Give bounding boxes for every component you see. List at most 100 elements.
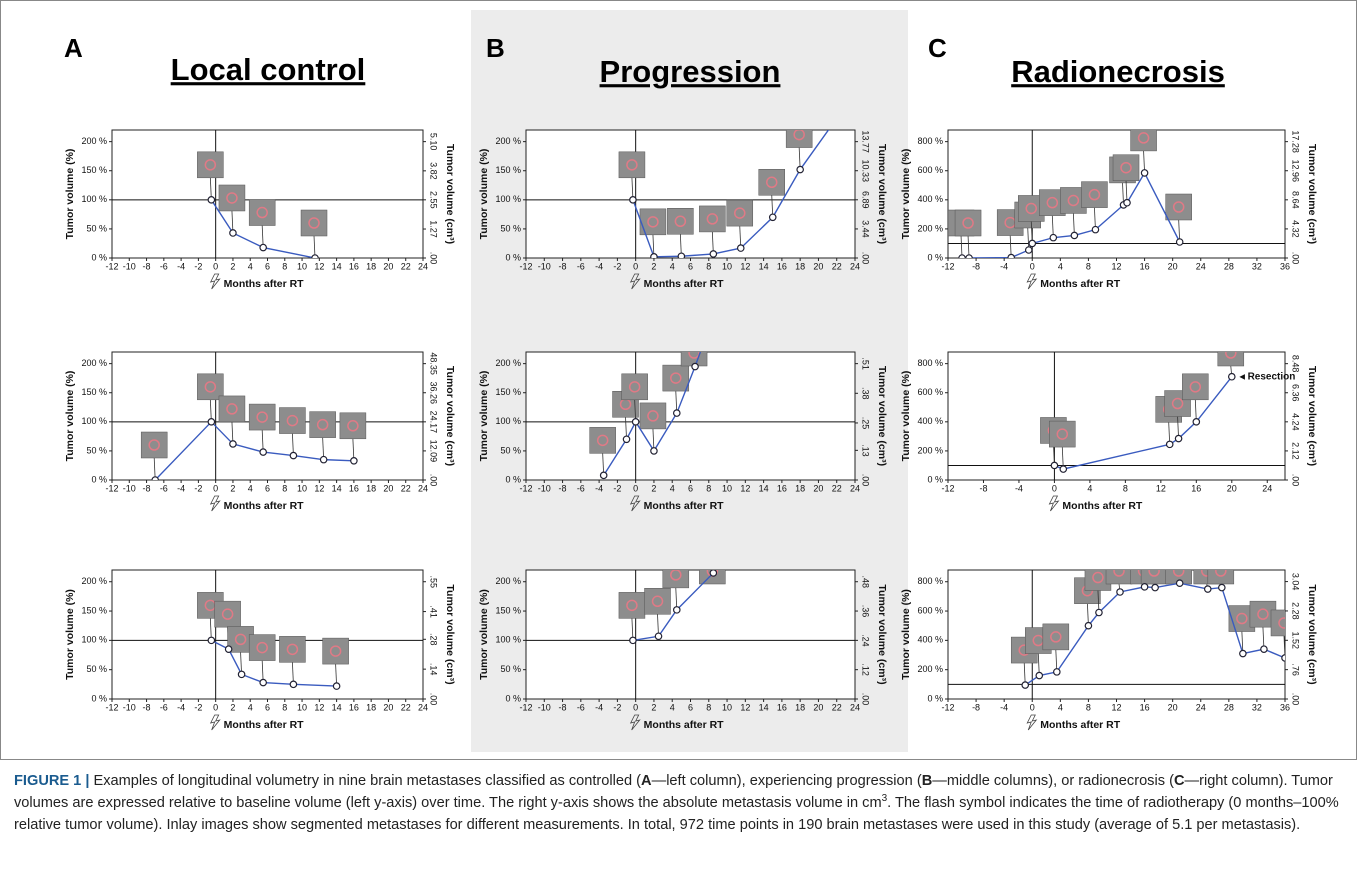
x-tick-label: 12 xyxy=(1111,702,1121,712)
plot xyxy=(112,570,423,699)
y-tick-label: 50 % xyxy=(500,223,521,233)
y-tick-label: 200 % xyxy=(917,223,943,233)
y2-tick-label: .00 xyxy=(429,474,439,487)
data-point xyxy=(1192,418,1201,426)
inlay-lesion xyxy=(234,633,247,646)
x-tick-label: -6 xyxy=(160,702,168,712)
x-tick-label: 28 xyxy=(1224,261,1234,271)
y-tick-label: 200 % xyxy=(495,136,521,146)
x-tick-label: 20 xyxy=(383,261,393,271)
x-tick-label: 4 xyxy=(670,702,675,712)
y-axis-label: Tumor volume (%) xyxy=(64,371,76,462)
x-tick-label: 12 xyxy=(1156,483,1166,493)
y2-tick-label: 13.77 xyxy=(861,130,871,153)
y2-axis-label: Tumor volume (cm³) xyxy=(1306,584,1318,684)
x-tick-label: 12 xyxy=(740,483,750,493)
data-point xyxy=(332,682,341,690)
inlay-lesion xyxy=(647,216,659,228)
data-point xyxy=(1260,645,1268,653)
y2-tick-label: .00 xyxy=(861,252,871,265)
x-tick-label: 8 xyxy=(706,483,711,493)
x-tick-label: 12 xyxy=(740,261,750,271)
inlay-image xyxy=(644,588,671,615)
x-tick-label: 0 xyxy=(1030,261,1035,271)
data-point xyxy=(631,418,640,426)
y-tick-label: 150 % xyxy=(495,605,521,615)
data-line xyxy=(210,199,316,258)
flash-symbol xyxy=(209,714,221,731)
x-tick-label: 4 xyxy=(1058,261,1063,271)
plot-area xyxy=(947,351,1286,481)
y-tick-label: 0 % xyxy=(91,474,107,484)
inlay-image xyxy=(726,199,754,227)
plot-area xyxy=(111,129,424,259)
y2-axis-label: Tumor volume (cm³) xyxy=(444,144,456,244)
inlay-image xyxy=(1081,181,1108,208)
inlay-lesion xyxy=(766,176,778,189)
x-tick-label: 18 xyxy=(366,702,376,712)
x-tick-label: 12 xyxy=(314,261,324,271)
inlay-lesion xyxy=(793,130,805,141)
data-point xyxy=(1165,440,1174,449)
x-tick-label: 4 xyxy=(670,261,675,271)
inlay-lesion xyxy=(1025,202,1037,215)
y-tick-label: 150 % xyxy=(495,165,521,175)
data-point xyxy=(1024,246,1033,254)
x-tick-label: -2 xyxy=(194,483,202,493)
x-tick-label: 16 xyxy=(1140,702,1150,712)
y-axis-label: Tumor volume (%) xyxy=(478,149,490,240)
inlay-lesion xyxy=(626,159,638,171)
inlay-image xyxy=(300,209,328,237)
data-point xyxy=(965,254,973,258)
caption-text: —right column). Tumor volumes are expres… xyxy=(14,773,1333,811)
x-tick-label: 20 xyxy=(813,261,823,271)
x-axis-label: Months after RT xyxy=(1040,278,1121,290)
data-point xyxy=(289,680,298,689)
x-tick-label: 6 xyxy=(265,261,270,271)
data-point xyxy=(650,447,658,455)
y2-tick-label: .55 xyxy=(429,575,439,588)
data-point xyxy=(677,252,686,258)
y2-tick-label: .00 xyxy=(429,693,439,706)
x-axis-label: Months after RT xyxy=(644,719,725,731)
data-point xyxy=(229,440,237,448)
inlay-image xyxy=(279,407,306,434)
inlay-image xyxy=(218,184,246,212)
x-tick-label: -10 xyxy=(538,261,551,271)
inlay-lesion xyxy=(1171,397,1184,410)
x-tick-label: -4 xyxy=(595,483,603,493)
inlay-lesion xyxy=(674,215,687,228)
x-tick-label: 6 xyxy=(265,483,270,493)
y2-tick-label: 12.09 xyxy=(429,440,439,463)
x-tick-label: 16 xyxy=(349,261,359,271)
data-point xyxy=(311,254,319,258)
x-tick-label: -10 xyxy=(538,483,551,493)
x-tick-label: 6 xyxy=(688,261,693,271)
caption-text: —left column), experiencing progression … xyxy=(651,773,922,789)
y2-tick-label: .12 xyxy=(861,663,871,676)
y2-axis-label: Tumor volume (cm³) xyxy=(444,584,456,684)
x-tick-label: 10 xyxy=(722,483,732,493)
x-tick-label: 4 xyxy=(1058,702,1063,712)
data-line xyxy=(632,130,830,258)
data-point xyxy=(1174,434,1183,443)
x-tick-label: -2 xyxy=(194,702,202,712)
x-axis-label: Months after RT xyxy=(1040,719,1121,731)
y2-tick-label: 3.04 xyxy=(1291,573,1301,591)
y2-tick-label: .38 xyxy=(861,387,871,400)
data-point xyxy=(1084,621,1093,630)
y2-tick-label: .00 xyxy=(1291,693,1301,706)
inlay-lesion xyxy=(651,595,664,608)
inlay-lesion xyxy=(1056,428,1069,440)
inlay-image xyxy=(1207,570,1235,585)
data-point xyxy=(259,243,267,252)
x-tick-label: 16 xyxy=(1191,483,1201,493)
x-tick-label: 24 xyxy=(1196,702,1206,712)
x-tick-label: 0 xyxy=(633,702,638,712)
data-point xyxy=(672,409,681,417)
x-tick-label: -12 xyxy=(941,483,954,493)
y2-tick-label: 4.32 xyxy=(1291,220,1301,238)
x-tick-label: -4 xyxy=(177,261,185,271)
plot xyxy=(526,130,855,258)
x-tick-label: 18 xyxy=(795,261,805,271)
